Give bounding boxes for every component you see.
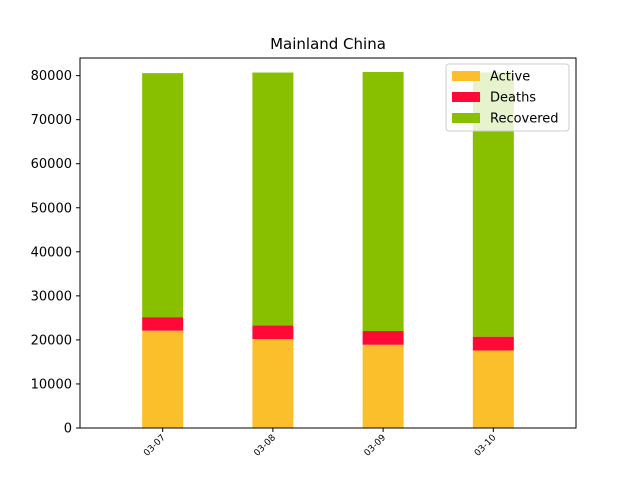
bar-recovered-03-08	[252, 72, 294, 326]
bar-active-03-08	[252, 339, 294, 428]
y-tick-label: 70000	[31, 113, 72, 128]
bar-recovered-03-07	[142, 73, 184, 318]
y-tick-label: 30000	[31, 289, 72, 304]
x-tick-label: 03-10	[473, 433, 499, 459]
x-axis: 03-07 03-08 03-09 03-10	[142, 428, 499, 459]
x-tick-label: 03-07	[142, 433, 168, 459]
bar-deaths-03-08	[252, 325, 294, 340]
plot-frame	[79, 57, 577, 429]
x-tick-label: 03-08	[252, 433, 278, 459]
x-tick-label: 03-09	[363, 433, 389, 459]
legend-label-active: Active	[490, 70, 530, 85]
legend: Active Deaths Recovered	[445, 63, 570, 132]
y-tick-label: 0	[64, 422, 72, 437]
bar-deaths-03-10	[472, 336, 514, 351]
y-tick-label: 80000	[31, 69, 72, 84]
y-axis: 0 10000 20000 30000 40000 50000 60000 70000 8000…	[31, 69, 80, 437]
bar-active-03-10	[472, 350, 514, 428]
legend-label-deaths: Deaths	[490, 91, 536, 106]
y-tick-label: 10000	[31, 377, 72, 392]
legend-swatch-active	[452, 71, 480, 81]
chart-title: Mainland China	[270, 35, 386, 53]
y-tick-label: 40000	[31, 245, 72, 260]
legend-swatch-recovered	[452, 113, 480, 123]
y-tick-label: 20000	[31, 333, 72, 348]
bar-deaths-03-09	[362, 331, 404, 345]
bar-active-03-09	[362, 344, 404, 428]
bar-active-03-07	[142, 330, 184, 428]
bar-deaths-03-07	[142, 317, 184, 331]
y-tick-label: 50000	[31, 201, 72, 216]
legend-swatch-deaths	[452, 92, 480, 102]
legend-label-recovered: Recovered	[490, 112, 559, 127]
y-tick-label: 60000	[31, 157, 72, 172]
bar-recovered-03-09	[362, 72, 404, 332]
